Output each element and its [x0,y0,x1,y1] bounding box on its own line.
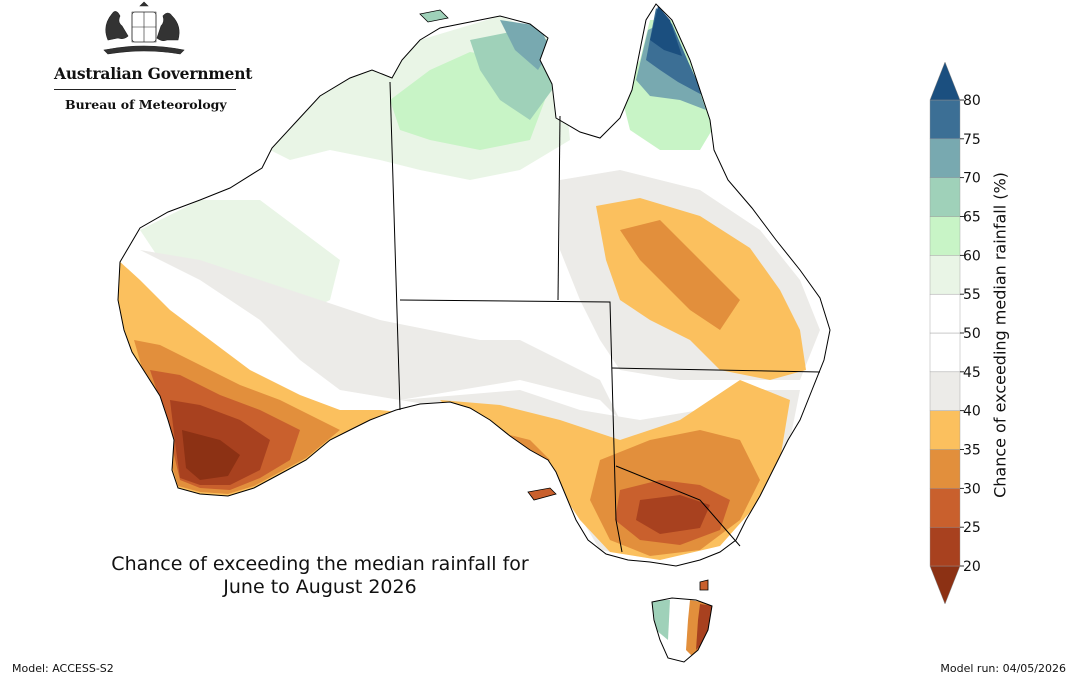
state-borders [389,81,821,553]
colorbar-tick-label: 40 [963,404,981,420]
colorbar-label: Chance of exceeding median rainfall (%) [990,172,1010,498]
colorbar-segment [929,332,961,373]
colorbar-tick-label: 70 [963,171,981,187]
colorbar-segment [929,177,961,217]
rainfall-outlook-map [117,3,831,663]
colorbar-tick-label: 75 [963,132,981,148]
government-logo: Australian Government Bureau of Meteorol… [24,0,252,120]
colorbar-segment [929,293,961,334]
colorbar-segment [929,371,961,411]
government-title: Australian Government [54,64,253,83]
colorbar-tick-label: 45 [963,365,981,381]
coat-of-arms-icon [103,1,185,55]
colorbar-segment [929,449,961,489]
mainland-shading [118,4,830,566]
colorbar-segment [929,526,961,567]
agency-title: Bureau of Meteorology [65,97,227,112]
model-run-date: Model run: 04/05/2026 [940,662,1066,675]
colorbar-extension-high [929,61,961,101]
colorbar-segment [929,488,961,528]
colorbar-tick-label: 25 [963,520,981,536]
colorbar-segment [929,99,961,140]
colorbar-tick-label: 20 [963,559,981,575]
colorbar-tick-label: 35 [963,443,981,459]
colorbar-tick-label: 80 [963,93,981,109]
colorbar: 80 75 70 65 60 55 50 45 40 35 30 25 20 [929,61,981,605]
colorbar-tick-label: 50 [963,326,981,342]
caption-line-2: June to August 2026 [223,576,417,598]
divider [54,89,236,90]
colorbar-segment [929,410,961,450]
map-caption: Chance of exceeding the median rainfall … [60,553,580,599]
colorbar-segment [929,216,961,256]
colorbar-tick-label: 60 [963,248,981,264]
colorbar-extension-low [929,565,961,605]
colorbar-segment [929,255,961,295]
colorbar-tick-label: 30 [963,481,981,497]
caption-line-1: Chance of exceeding the median rainfall … [111,553,529,575]
model-name: Model: ACCESS-S2 [12,662,114,675]
colorbar-tick-label: 55 [963,287,981,303]
colorbar-segment [929,138,961,178]
colorbar-tick-label: 65 [963,210,981,226]
